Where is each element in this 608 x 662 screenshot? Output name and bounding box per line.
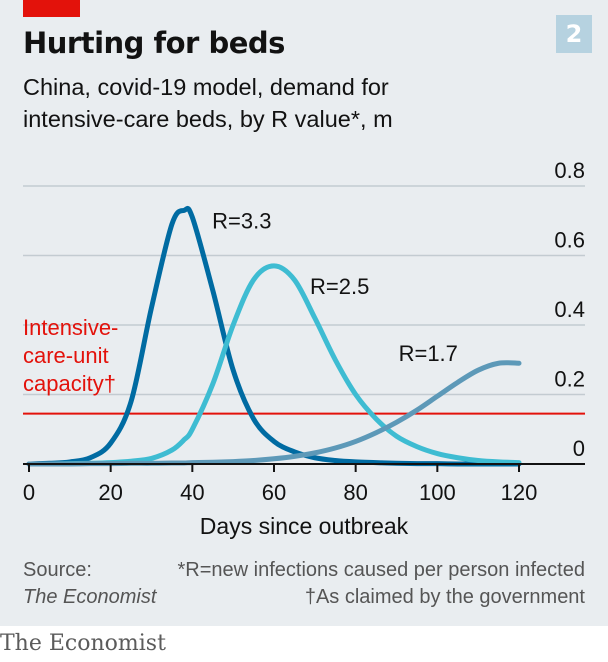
footnotes: *R=new infections caused per person infe… bbox=[178, 557, 585, 611]
x-tick-label-120: 120 bbox=[501, 480, 538, 505]
y-tick-label-0.6: 0.6 bbox=[554, 228, 585, 253]
x-tick-label-40: 40 bbox=[180, 480, 204, 505]
footnote-dagger: †As claimed by the government bbox=[304, 586, 585, 608]
x-axis-title: Days since outbreak bbox=[199, 513, 409, 539]
capacity-label-line-1: Intensive- bbox=[23, 315, 118, 340]
chart-subtitle: China, covid-19 model, demand for intens… bbox=[23, 71, 543, 135]
source-label: Source: bbox=[23, 559, 92, 581]
capacity-label-line-2: care-unit bbox=[23, 343, 109, 368]
footnote-r: *R=new infections caused per person infe… bbox=[177, 559, 585, 581]
x-tick-label-0: 0 bbox=[23, 480, 35, 505]
x-tick-label-20: 20 bbox=[98, 480, 122, 505]
subtitle-line-2: intensive-care beds, by R value*, m bbox=[23, 106, 393, 132]
y-tick-label-0.2: 0.2 bbox=[554, 367, 585, 392]
x-tick-label-80: 80 bbox=[343, 480, 367, 505]
chart-panel bbox=[0, 0, 608, 626]
brand-red-tag bbox=[23, 0, 80, 17]
brand-wordmark: The Economist bbox=[0, 631, 166, 656]
x-tick-label-100: 100 bbox=[419, 480, 456, 505]
capacity-label-line-3: capacity† bbox=[23, 371, 116, 396]
chart-number-badge: 2 bbox=[556, 15, 592, 53]
x-tick-label-60: 60 bbox=[262, 480, 286, 505]
series-label-r17: R=1.7 bbox=[399, 341, 458, 366]
chart-title: Hurting for beds bbox=[23, 26, 285, 60]
source: Source: The Economist bbox=[23, 557, 156, 611]
y-tick-label-0: 0 bbox=[573, 436, 585, 461]
y-tick-label-0.4: 0.4 bbox=[554, 297, 585, 322]
line-chart: Intensive-care-unit capacity† R=3.3 R=2.5 R… bbox=[23, 158, 585, 505]
source-name: The Economist bbox=[23, 586, 157, 608]
series-label-r33: R=3.3 bbox=[212, 208, 271, 233]
y-tick-label-0.8: 0.8 bbox=[554, 158, 585, 183]
series-label-r25: R=2.5 bbox=[310, 274, 369, 299]
subtitle-line-1: China, covid-19 model, demand for bbox=[23, 74, 389, 100]
